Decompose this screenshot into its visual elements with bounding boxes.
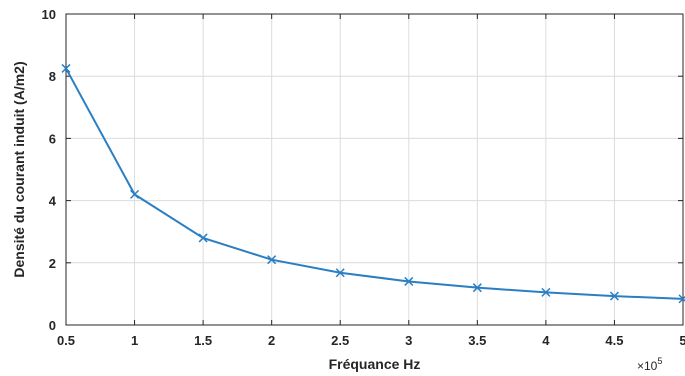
data-point-marker [267, 255, 277, 265]
x-tick-label: 4 [542, 333, 550, 348]
grid-lines [65, 13, 684, 326]
data-point-marker [404, 276, 414, 286]
y-tick-label: 4 [49, 194, 57, 209]
x-tick-label: 4.5 [605, 333, 623, 348]
x-multiplier-base: ×10 [637, 359, 658, 373]
x-axis-multiplier: ×105 [637, 356, 662, 373]
x-tick-label: 0.5 [57, 333, 75, 348]
y-tick-label: 0 [49, 318, 56, 333]
tick-labels: 0.5 1 1.5 2 2.5 3 3.5 4 4.5 5 0 2 4 6 8 10 [42, 7, 685, 348]
x-tick-label: 2 [268, 333, 275, 348]
data-point-marker [678, 294, 685, 304]
y-tick-label: 6 [49, 131, 56, 146]
series-line [65, 67, 684, 300]
x-tick-label: 3 [405, 333, 412, 348]
y-tick-label: 10 [42, 7, 56, 22]
x-multiplier-exponent: 5 [657, 356, 662, 366]
data-point-marker [61, 63, 71, 73]
y-tick-label: 2 [49, 256, 56, 271]
data-point-marker [609, 291, 619, 301]
y-axis-title: Densité du courant induit (A/m2) [11, 61, 27, 277]
x-tick-label: 2.5 [331, 333, 349, 348]
data-point-marker [198, 233, 208, 243]
plot-area [65, 13, 684, 326]
x-tick-label: 3.5 [468, 333, 486, 348]
x-tick-label: 5 [679, 333, 685, 348]
x-tick-label: 1.5 [194, 333, 212, 348]
data-point-marker [130, 189, 140, 199]
x-tick-label: 1 [131, 333, 138, 348]
tick-marks [65, 13, 684, 326]
x-axis-title: Fréquance Hz [329, 356, 421, 372]
data-point-marker [541, 287, 551, 297]
y-tick-label: 8 [49, 69, 56, 84]
series-group [61, 63, 685, 304]
data-point-marker [472, 283, 482, 293]
data-point-marker [335, 268, 345, 278]
